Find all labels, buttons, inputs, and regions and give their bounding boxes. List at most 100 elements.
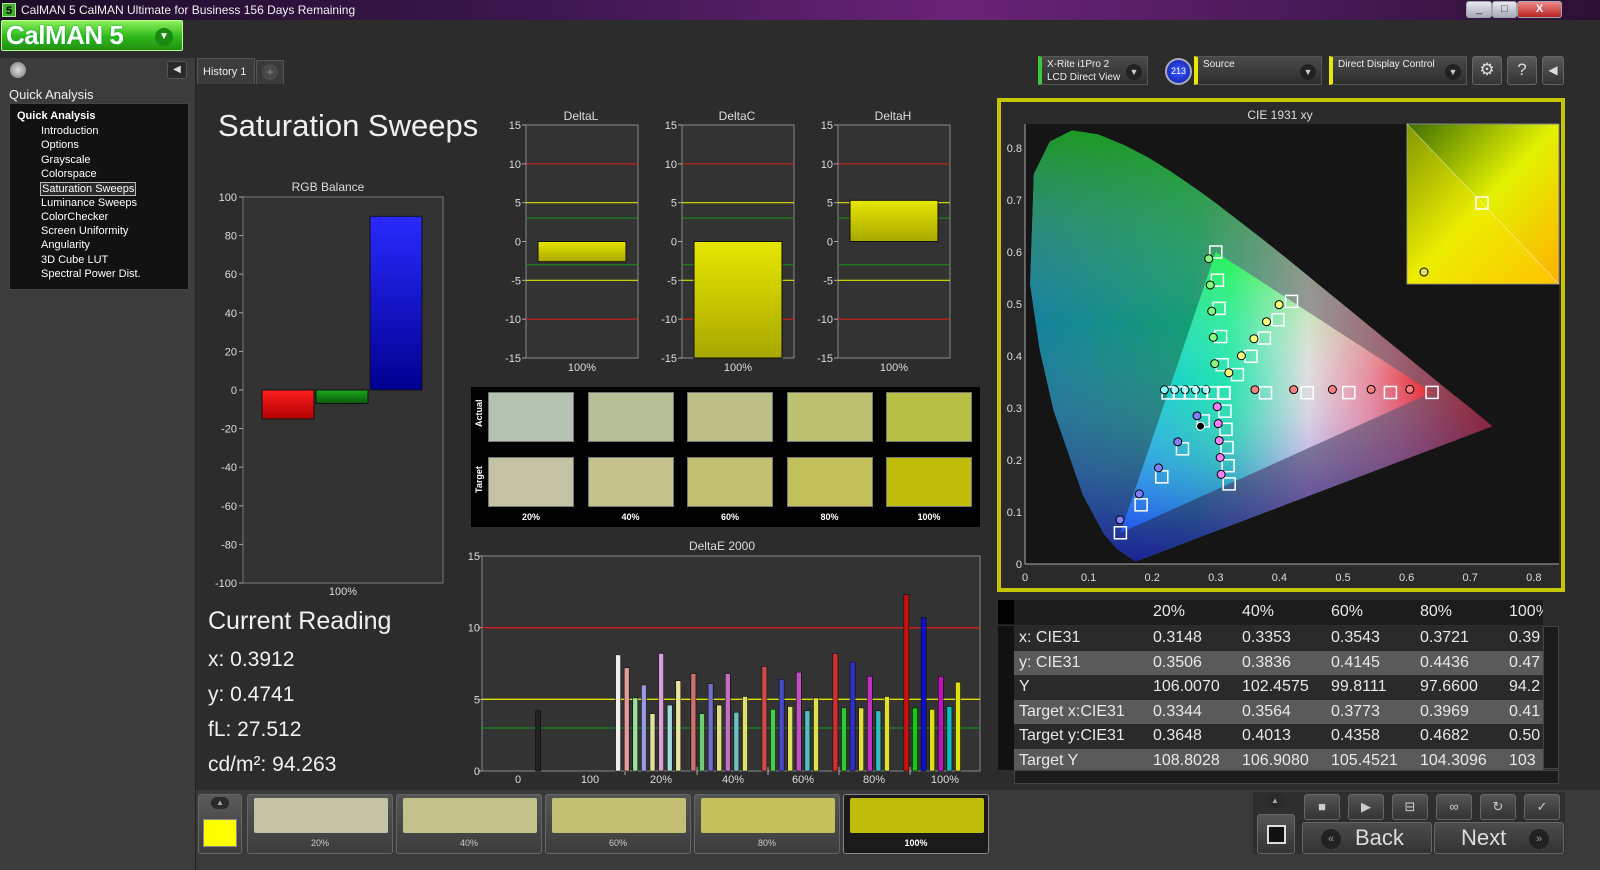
table-vertical-scrollbar[interactable] <box>1543 626 1559 769</box>
measured-point <box>1236 351 1246 361</box>
inset-target-marker <box>1475 196 1489 210</box>
sidebar-item[interactable]: Grayscale <box>41 153 91 166</box>
panel-heading: Quick Analysis <box>9 87 94 102</box>
row-selector[interactable] <box>998 675 1014 700</box>
rgb-ytick: 60 <box>225 269 237 281</box>
pattern-tile[interactable]: 100% <box>843 794 989 854</box>
reading-x: x: 0.3912 <box>208 648 295 671</box>
measure-range-icon[interactable]: ⊟ <box>1392 794 1428 820</box>
table-row-label: Target x:CIE31 <box>1019 702 1125 720</box>
row-selector[interactable] <box>998 626 1014 651</box>
sidebar-item[interactable]: Introduction <box>41 125 99 137</box>
next-button[interactable]: Next » <box>1434 822 1564 854</box>
rgb-ytick: 0 <box>231 385 237 397</box>
table-cell: 105.4521 <box>1331 751 1398 769</box>
logo-menu-chevron-icon[interactable]: ▼ <box>155 28 173 46</box>
cie-xtick: 0 <box>1022 572 1028 584</box>
rgb-ytick: 20 <box>225 346 237 358</box>
close-button[interactable]: X <box>1517 1 1562 18</box>
calman-logo[interactable]: CalMAN 5 <box>1 20 183 51</box>
tree-root[interactable]: Quick Analysis <box>17 110 96 122</box>
delta-ytick: 15 <box>821 120 833 132</box>
actual-swatch <box>786 392 873 442</box>
table-horizontal-scrollbar[interactable] <box>1014 770 1559 784</box>
pattern-swatch <box>552 798 686 833</box>
delta-ytick: 5 <box>671 198 677 210</box>
sidebar-item[interactable]: ColorChecker <box>41 210 109 223</box>
continuous-icon[interactable]: ∞ <box>1436 794 1472 820</box>
table-cell: 0.3773 <box>1331 702 1380 720</box>
cie-xtick: 0.2 <box>1145 572 1160 584</box>
pattern-tile[interactable]: 60% <box>545 794 691 854</box>
stop-icon[interactable] <box>1257 814 1295 854</box>
delta-ytick: 5 <box>827 198 833 210</box>
maximize-button[interactable]: □ <box>1492 1 1517 18</box>
plus-icon: + <box>262 64 278 80</box>
measurement-table: 20% 40% 60% 80% 100% x: CIE31 0.3148 0.3353 0.35… <box>998 600 1543 770</box>
deltae-bar <box>929 709 935 772</box>
cie-ytick: 0 <box>1016 559 1022 571</box>
sidebar-item[interactable]: Saturation Sweeps <box>40 182 137 197</box>
sidebar-item[interactable]: Luminance Sweeps <box>41 196 138 209</box>
display-control-select[interactable]: Direct Display Control ▼ <box>1329 56 1467 85</box>
table-cell: 0.3148 <box>1153 629 1202 646</box>
help-icon[interactable]: ? <box>1507 56 1537 85</box>
play-icon[interactable]: ▶ <box>1348 794 1384 820</box>
actual-swatch <box>587 392 674 442</box>
collapse-panel-button[interactable]: ◀ <box>167 61 187 79</box>
settings-gear-icon[interactable]: ⚙ <box>1472 56 1502 85</box>
deltae-bar <box>658 653 664 772</box>
measured-point <box>1154 463 1164 473</box>
pattern-tile[interactable]: 40% <box>396 794 542 854</box>
row-selector[interactable] <box>998 748 1014 770</box>
deltae-xtick: 0 <box>515 774 521 786</box>
measured-point <box>1213 419 1223 429</box>
sidebar-item[interactable]: 3D Cube LUT <box>41 253 109 266</box>
refresh-icon[interactable]: ↻ <box>1480 794 1516 820</box>
sidebar-item[interactable]: Colorspace <box>41 167 97 180</box>
back-button[interactable]: « Back <box>1302 822 1432 854</box>
meter-select[interactable]: X-Rite i1Pro 2 LCD Direct View ▼ <box>1038 56 1148 85</box>
delta-bar <box>693 241 783 359</box>
target-marker <box>1300 385 1314 400</box>
collapse-right-icon[interactable]: ◀ <box>1542 56 1564 85</box>
table-row-label: Y <box>1019 678 1030 695</box>
row-selector[interactable] <box>998 699 1014 724</box>
check-icon[interactable]: ✓ <box>1524 794 1560 820</box>
row-selector[interactable] <box>998 724 1014 749</box>
delta-ytick: 0 <box>827 237 833 249</box>
cie-diagram: 0 0.1 0.2 0.3 0.4 0.5 0.6 0.7 0.8 0.8 0.7 0.6 0.5 0.4… <box>1007 123 1560 584</box>
table-cell: 0.3648 <box>1153 727 1202 744</box>
chevron-up-icon[interactable]: ▲ <box>211 797 229 809</box>
delta-ytick: -5 <box>511 275 521 287</box>
target-marker <box>1134 498 1148 512</box>
workflow-tree <box>9 103 189 290</box>
sidebar-item[interactable]: Spectral Power Dist. <box>41 268 141 280</box>
add-tab-button[interactable]: + <box>256 60 284 84</box>
table-column-header: 60% <box>1331 603 1364 620</box>
pattern-tile[interactable]: 80% <box>694 794 840 854</box>
pattern-tile[interactable]: 20% <box>247 794 393 854</box>
table-cell: 103 <box>1509 751 1536 769</box>
row-selector[interactable] <box>998 650 1014 675</box>
measured-point <box>1216 469 1226 479</box>
window-title: CalMAN 5 CalMAN Ultimate for Business 15… <box>21 3 356 17</box>
panel-pin-icon[interactable] <box>10 62 26 78</box>
stop-measure-icon[interactable]: ■ <box>1304 794 1340 820</box>
source-select[interactable]: Source ▼ <box>1194 56 1322 85</box>
chevron-up-icon[interactable]: ▲ <box>1265 794 1285 808</box>
current-color-swatch <box>203 819 237 847</box>
table-row: x: CIE31 0.3148 0.3353 0.3543 0.3721 0.39 <box>998 626 1543 651</box>
tab-history-1[interactable]: History 1 <box>197 58 255 84</box>
inset-measured-point <box>1419 267 1429 277</box>
minimize-button[interactable]: _ <box>1466 1 1492 18</box>
reading-fl: fL: 27.512 <box>208 718 302 741</box>
deltae-bar <box>675 680 682 772</box>
deltae-bar <box>761 666 768 772</box>
current-color-tile[interactable]: ▲ <box>198 794 242 854</box>
delta-ytick: 10 <box>509 159 521 171</box>
sidebar-item[interactable]: Options <box>41 139 79 152</box>
sidebar-item[interactable]: Screen Uniformity <box>41 225 129 238</box>
sidebar-item[interactable]: Angularity <box>41 239 90 252</box>
cie-xtick: 0.5 <box>1335 572 1350 584</box>
